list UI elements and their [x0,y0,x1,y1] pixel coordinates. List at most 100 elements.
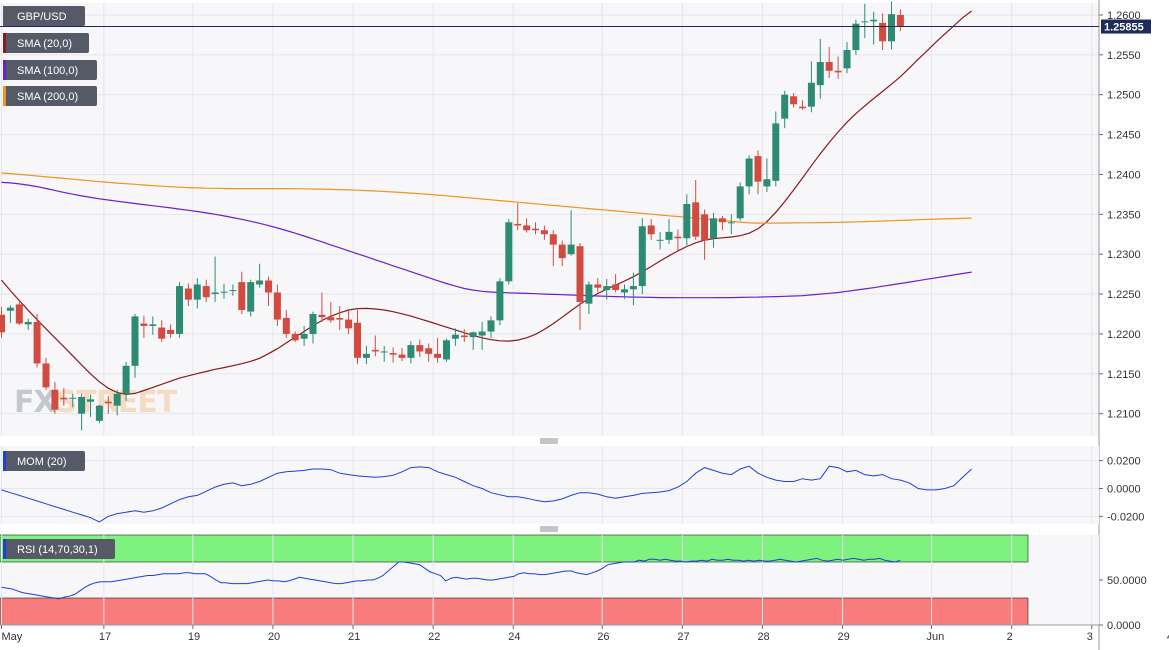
sma-line [1,181,972,299]
candle-bearish [647,225,655,235]
candle-bearish [33,321,41,364]
candle-bullish [362,353,370,358]
candle-bearish [718,218,726,223]
candle-bullish [95,405,103,421]
rsi-line [1,557,901,600]
time-tick-label: 26 [597,631,609,643]
price-series-layer [1,10,972,396]
candle-bullish [229,290,237,292]
candle-bullish [220,291,228,293]
mom-tick-label: -0.0200 [1107,511,1144,523]
candle-bullish [247,282,255,312]
legend-sma-20[interactable]: SMA (20,0) [3,33,89,53]
candle-bullish [300,333,308,339]
candle-bullish [6,307,14,311]
sma-100-label: SMA (100,0) [17,65,78,77]
price-grid [0,3,1099,436]
candle-bearish [184,288,192,300]
candle-bearish [202,286,210,298]
mom-tick-label: 0.0000 [1107,483,1141,495]
candle-bearish [799,106,806,109]
candle-bearish [42,363,50,388]
price-tick-label: 1.2450 [1107,130,1141,142]
mom-label: MOM (20) [17,456,67,468]
pane-splitter-1[interactable] [540,438,558,444]
last-price-value: 1.25855 [1104,22,1144,34]
candle-bullish [843,50,851,69]
price-tick-label: 1.2100 [1107,409,1141,421]
time-tick-label: 29 [838,631,850,643]
candle-bearish [273,292,281,320]
price-tick-label: 1.2500 [1107,90,1141,102]
time-tick-label: 20 [268,631,280,643]
candle-bullish [478,331,486,336]
price-tick-label: 1.2400 [1107,169,1141,181]
time-tick-label: 3 [1087,631,1093,643]
candle-bullish [24,321,32,325]
candle-bullish [487,320,495,332]
candle-bullish [710,218,717,239]
legend-sma-100[interactable]: SMA (100,0) [3,60,97,80]
candle-bearish [345,319,353,329]
legend-symbol[interactable]: GBP/USD [3,6,85,26]
candle-bullish [193,284,201,300]
candle-bearish [0,314,5,333]
candle-bullish [772,123,780,181]
candle-bullish [451,334,459,339]
legend-mom[interactable]: MOM (20) [3,451,85,471]
mom-pane-background [0,446,1099,524]
candle-bearish [701,214,709,241]
candle-bullish [256,280,264,285]
price-tick-label: 1.2150 [1107,369,1141,381]
candle-bullish [683,203,691,239]
rsi-axis: 50.0000 0.0000 [1099,575,1147,632]
candle-bullish [496,281,504,321]
candle-bullish [629,286,637,290]
candle-bullish [407,345,415,358]
candle-bearish [434,353,442,358]
candle-bearish [389,353,397,355]
candle-bullish [638,226,646,287]
candle-bullish [505,222,513,282]
rsi-overbought-zone [0,534,1029,563]
candle-bullish [113,393,121,406]
candle-bearish [549,234,557,245]
time-axis: May 17 19 20 21 22 24 26 27 28 29 Jun 2 3 4 [0,624,1169,643]
fxstreet-watermark: FXSTREET [14,385,178,420]
candle-bearish [540,230,548,235]
candle-bullish [469,332,477,338]
candle-bearish [354,322,361,358]
time-tick-label: 28 [757,631,769,643]
candle-bullish [78,396,86,414]
candle-bullish [131,316,139,366]
price-tick-label: 1.2250 [1107,289,1141,301]
candle-bearish [291,333,299,341]
candle-bearish [576,246,584,303]
sma-20-label: SMA (20,0) [17,38,72,50]
candle-bullish [861,21,869,23]
candle-bullish [763,179,771,187]
candle-bearish [834,70,842,73]
time-tick-label: Jun [927,631,945,643]
pane-splitter-2[interactable] [540,526,558,532]
candle-bearish [754,156,762,182]
candle-bearish [523,225,531,231]
candle-bearish [15,304,23,324]
candle-bullish [888,14,895,42]
time-tick-label: 27 [677,631,689,643]
candle-bullish [656,239,664,241]
candle-bullish [781,94,789,119]
price-tick-label: 1.2350 [1107,209,1141,221]
candle-bullish [149,324,157,326]
legend-sma-200[interactable]: SMA (200,0) [3,86,97,106]
candle-bearish [318,314,326,318]
candle-bullish [870,19,878,22]
legend-rsi[interactable]: RSI (14,70,30,1) [3,539,115,559]
rsi-oversold-zone [0,597,1029,626]
mom-grid [0,446,1099,524]
candle-bearish [825,62,833,71]
candle-bearish [238,282,246,311]
time-tick-label: 22 [428,631,440,643]
candle-bearish [398,354,406,358]
